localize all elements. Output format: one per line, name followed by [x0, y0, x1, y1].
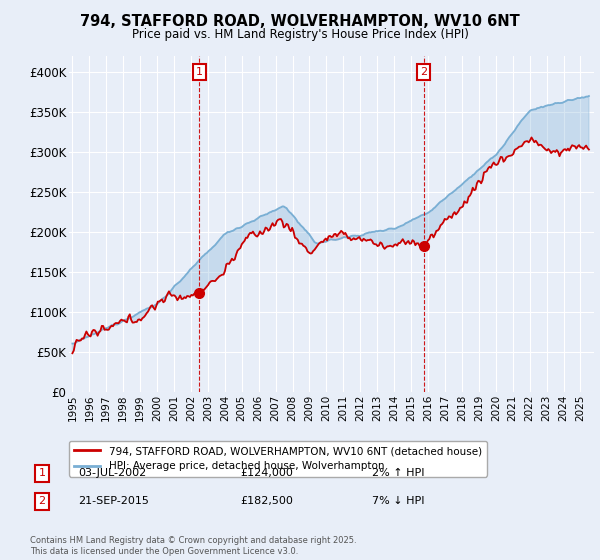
Text: 03-JUL-2002: 03-JUL-2002 — [78, 468, 146, 478]
Text: 2: 2 — [38, 496, 46, 506]
Text: 1: 1 — [38, 468, 46, 478]
Text: Contains HM Land Registry data © Crown copyright and database right 2025.
This d: Contains HM Land Registry data © Crown c… — [30, 536, 356, 556]
Text: 1: 1 — [196, 67, 203, 77]
Text: £124,000: £124,000 — [240, 468, 293, 478]
Text: 21-SEP-2015: 21-SEP-2015 — [78, 496, 149, 506]
Text: 2% ↑ HPI: 2% ↑ HPI — [372, 468, 425, 478]
Legend: 794, STAFFORD ROAD, WOLVERHAMPTON, WV10 6NT (detached house), HPI: Average price: 794, STAFFORD ROAD, WOLVERHAMPTON, WV10 … — [69, 441, 487, 477]
Text: 7% ↓ HPI: 7% ↓ HPI — [372, 496, 425, 506]
Text: 2: 2 — [420, 67, 427, 77]
Text: Price paid vs. HM Land Registry's House Price Index (HPI): Price paid vs. HM Land Registry's House … — [131, 28, 469, 41]
Text: 794, STAFFORD ROAD, WOLVERHAMPTON, WV10 6NT: 794, STAFFORD ROAD, WOLVERHAMPTON, WV10 … — [80, 14, 520, 29]
Text: £182,500: £182,500 — [240, 496, 293, 506]
